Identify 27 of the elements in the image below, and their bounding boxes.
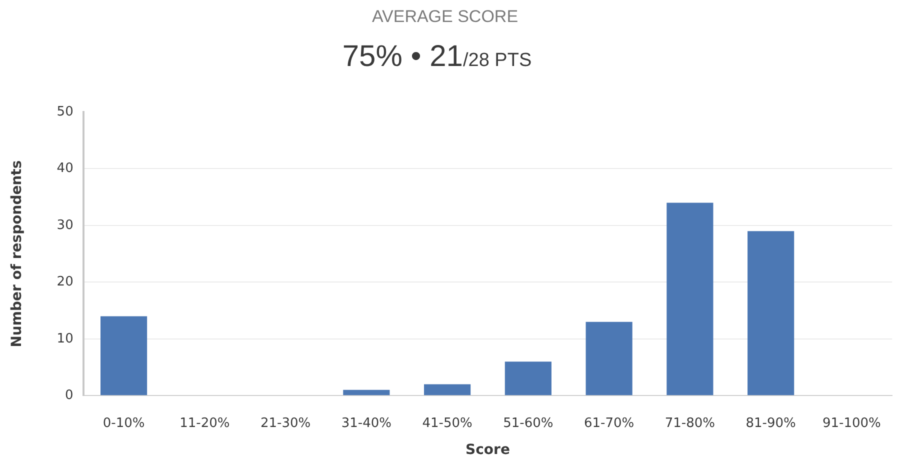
x-tick-label: 31-40%	[341, 416, 392, 431]
x-tick-label: 71-80%	[664, 416, 716, 431]
bar	[343, 390, 390, 396]
bar	[424, 384, 471, 396]
x-tick-label: 11-20%	[180, 416, 230, 431]
y-tick-label: 30	[56, 218, 74, 233]
x-tick-label: 61-70%	[584, 416, 634, 431]
chart-title: AVERAGE SCORE	[370, 6, 520, 28]
x-tick-label: 91-100%	[822, 416, 881, 431]
bar	[504, 362, 552, 396]
y-tick-label: 20	[56, 274, 74, 290]
y-axis-title: Number of respondents	[9, 160, 26, 348]
x-tick-label: 0-10%	[102, 416, 145, 431]
bar	[666, 202, 714, 396]
x-tick-label: 21-30%	[260, 416, 311, 431]
chart-subtitle: 75% • 21/28 PTS	[342, 40, 532, 73]
y-tick-label: 10	[56, 331, 74, 346]
x-tick-label: 51-60%	[503, 416, 554, 431]
y-tick-label: 50	[56, 104, 74, 120]
bar	[586, 322, 632, 396]
bar	[748, 231, 794, 396]
y-tick-label: 0	[65, 388, 74, 403]
y-tick-label: 40	[56, 161, 74, 176]
x-tick-label: 41-50%	[422, 416, 472, 431]
bar	[100, 316, 148, 396]
x-tick-label: 81-90%	[746, 416, 796, 431]
x-axis-title: Score	[466, 442, 510, 458]
